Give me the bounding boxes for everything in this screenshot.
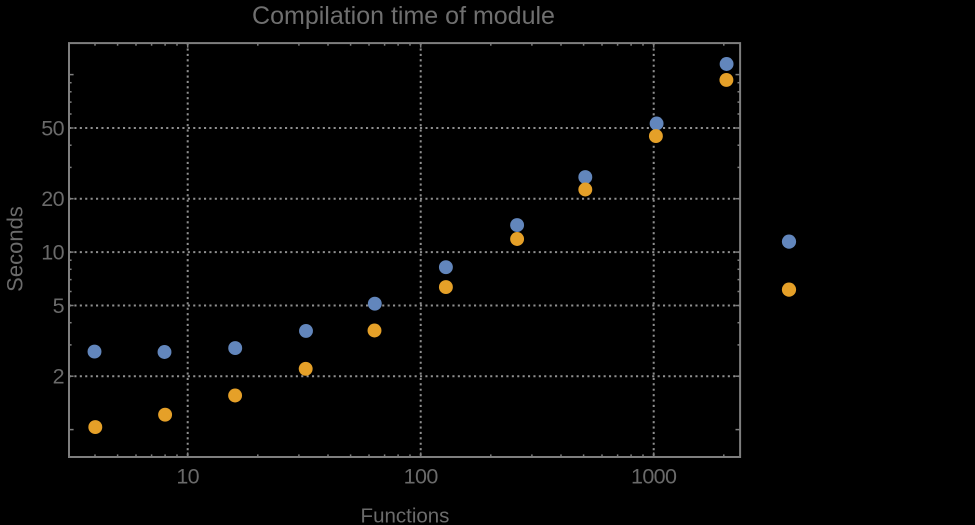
- svg-text:Seconds: Seconds: [3, 206, 28, 292]
- svg-text:10: 10: [176, 464, 199, 488]
- svg-text:1000: 1000: [631, 464, 677, 488]
- svg-text:50: 50: [41, 116, 64, 140]
- svg-text:2: 2: [53, 365, 64, 389]
- svg-text:20: 20: [41, 187, 64, 211]
- svg-text:100: 100: [404, 464, 439, 488]
- svg-text:Compilation time of module: Compilation time of module: [252, 2, 555, 30]
- svg-text:Functions: Functions: [361, 505, 450, 525]
- svg-text:5: 5: [53, 294, 65, 318]
- svg-text:10: 10: [41, 241, 64, 265]
